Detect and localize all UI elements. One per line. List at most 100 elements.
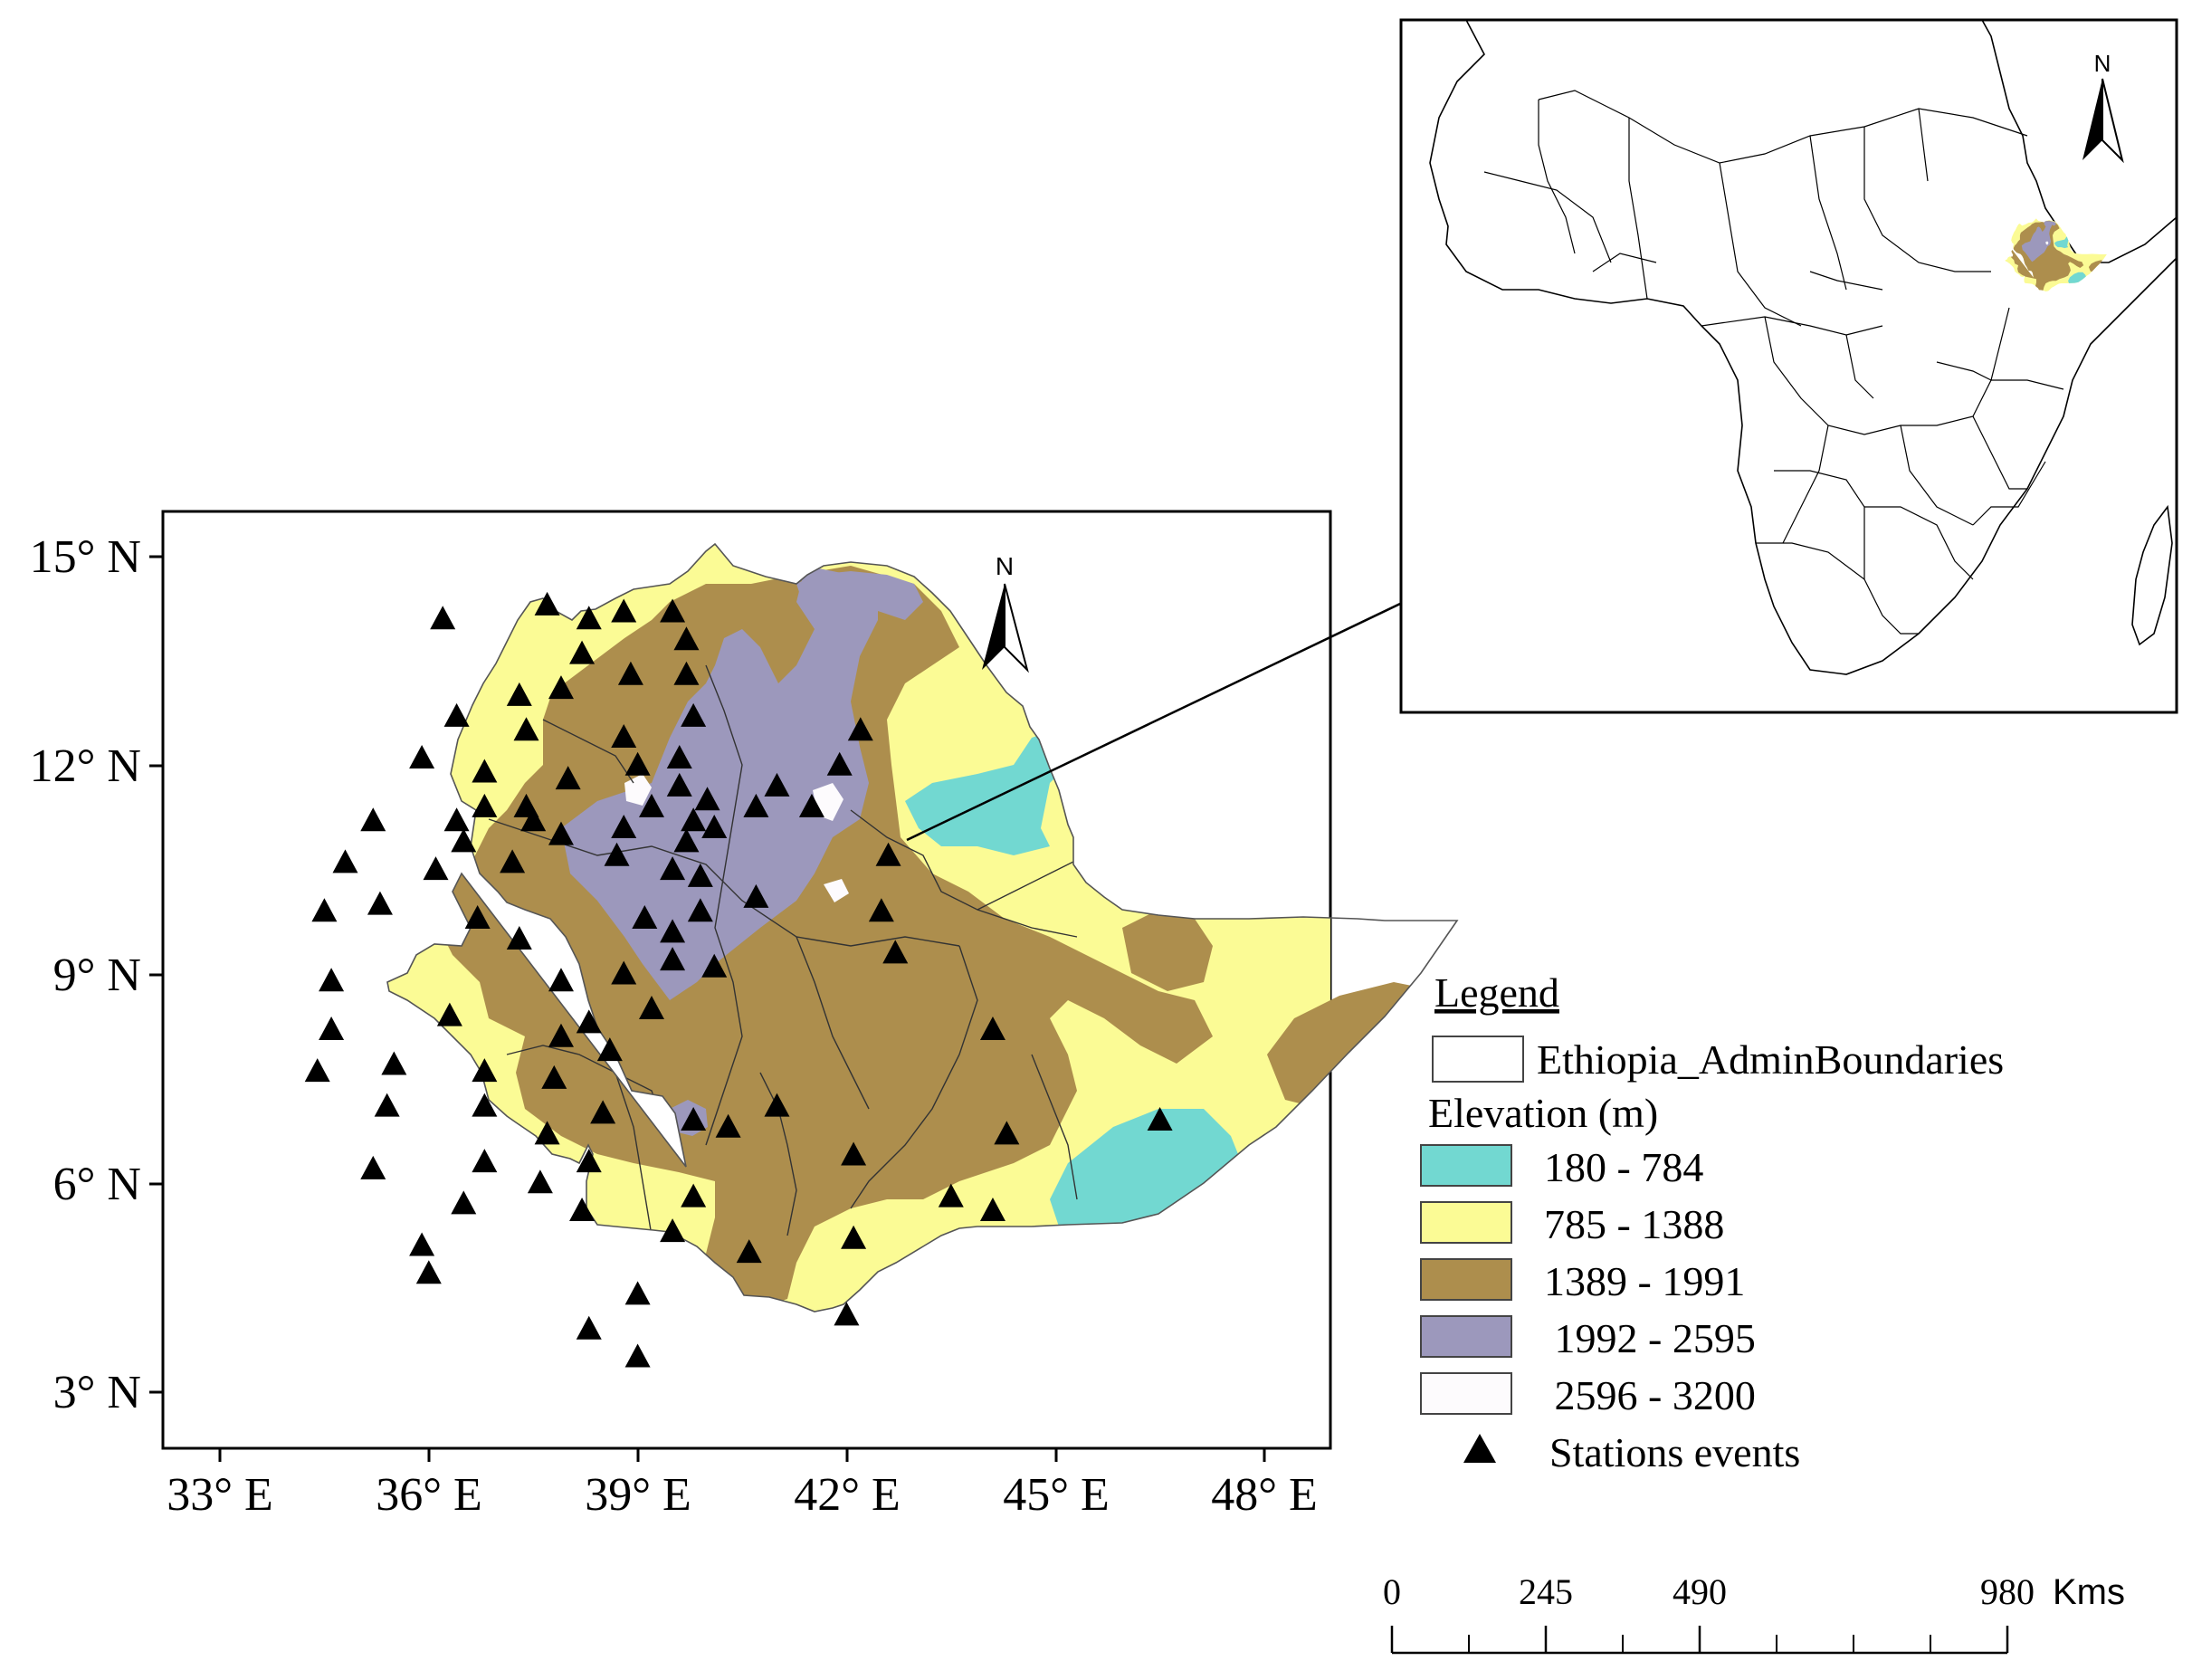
station-triangle-icon xyxy=(660,856,686,881)
station-triangle-icon xyxy=(464,904,491,929)
scale-tick-245: 245 xyxy=(1519,1571,1573,1612)
station-triangle-icon xyxy=(994,1121,1020,1145)
station-triangle-icon xyxy=(534,1121,560,1145)
station-triangle-icon xyxy=(520,807,547,832)
lon-label-42: 42° E xyxy=(794,1469,901,1521)
station-triangle-icon xyxy=(673,828,700,853)
station-triangle-icon xyxy=(834,1302,860,1326)
legend-label-785-1388: 785 - 1388 xyxy=(1544,1201,1724,1247)
elevation-2596-3200-c xyxy=(824,879,849,902)
legend-boundary-label: Ethiopia_AdminBoundaries xyxy=(1537,1036,2004,1083)
station-triangle-icon xyxy=(841,1141,867,1166)
main-north-label: N xyxy=(996,552,1014,580)
station-triangle-icon xyxy=(360,807,386,832)
station-triangle-icon xyxy=(681,1183,707,1208)
madagascar xyxy=(2131,504,2173,646)
legend-boundary-swatch xyxy=(1432,1036,1524,1083)
station-triangle-icon xyxy=(666,772,692,797)
legend: Legend Ethiopia_AdminBoundaries Elevatio… xyxy=(1420,969,2004,1475)
station-triangle-icon xyxy=(381,1051,407,1075)
station-triangle-icon xyxy=(541,1064,567,1089)
station-triangle-icon xyxy=(576,1149,602,1173)
main-map: N xyxy=(161,510,1459,1450)
station-triangle-icon xyxy=(506,682,532,706)
elevation-1389-1991 xyxy=(434,566,1213,1308)
station-triangle-icon xyxy=(624,1343,651,1368)
scale-tick-980: 980 xyxy=(1980,1571,2035,1612)
station-triangle-icon xyxy=(472,1093,498,1117)
legend-swatch-1389-1991 xyxy=(1420,1258,1512,1301)
station-triangle-icon xyxy=(681,702,707,727)
legend-label-180-784: 180 - 784 xyxy=(1544,1144,1703,1190)
station-triangle-icon xyxy=(681,1107,707,1131)
station-triangle-icon xyxy=(660,947,686,971)
station-triangle-icon xyxy=(604,842,630,866)
legend-swatch-180-784 xyxy=(1420,1144,1512,1187)
legend-station-triangle-icon xyxy=(1463,1434,1496,1463)
station-triangle-icon xyxy=(409,1232,435,1256)
ethiopia-outline xyxy=(386,542,1459,1312)
station-triangle-icon xyxy=(673,626,700,651)
station-triangle-icon xyxy=(367,891,393,915)
station-triangle-icon xyxy=(534,591,560,616)
station-triangle-icon xyxy=(764,772,790,797)
lat-axis: 15° N 12° N 9° N 6° N 3° N xyxy=(30,531,163,1418)
station-triangle-icon xyxy=(687,898,713,922)
lon-label-39: 39° E xyxy=(585,1469,691,1521)
station-triangle-icon xyxy=(555,766,581,790)
station-triangle-icon xyxy=(443,807,470,832)
station-triangle-icon xyxy=(590,1100,616,1124)
station-triangle-icon xyxy=(451,828,477,853)
station-triangle-icon xyxy=(617,661,643,685)
lat-label-3: 3° N xyxy=(53,1367,141,1418)
station-triangle-icon xyxy=(673,661,700,685)
elevation-1389-1991-east xyxy=(1122,910,1213,991)
scale-tick-0: 0 xyxy=(1383,1571,1401,1612)
station-triangle-icon xyxy=(638,995,664,1019)
legend-stations-label: Stations events xyxy=(1549,1429,1800,1475)
station-triangle-icon xyxy=(638,793,664,817)
station-triangle-icon xyxy=(979,1198,1005,1222)
station-triangle-icon xyxy=(576,1315,602,1340)
legend-label-2596-3200: 2596 - 3200 xyxy=(1544,1372,1756,1418)
station-triangle-icon xyxy=(660,1218,686,1243)
elevation-1992-2595-north xyxy=(796,571,923,620)
legend-elevation-title: Elevation (m) xyxy=(1428,1090,1658,1136)
station-triangle-icon xyxy=(764,1093,790,1117)
africa-outline xyxy=(1429,19,2178,675)
station-triangle-icon xyxy=(409,745,435,769)
station-triangle-icon xyxy=(701,814,728,838)
lat-label-15: 15° N xyxy=(30,531,141,583)
station-triangle-icon xyxy=(687,863,713,887)
station-triangle-icon xyxy=(715,1113,741,1138)
inset-north-label: N xyxy=(2094,50,2111,77)
lon-label-33: 33° E xyxy=(167,1469,273,1521)
stations-layer xyxy=(304,591,1173,1368)
station-triangle-icon xyxy=(423,856,449,881)
lon-label-45: 45° E xyxy=(1003,1469,1110,1521)
station-triangle-icon xyxy=(868,898,894,922)
station-triangle-icon xyxy=(660,919,686,943)
station-triangle-icon xyxy=(569,1198,596,1222)
lat-label-6: 6° N xyxy=(53,1159,141,1210)
main-north-arrow: N xyxy=(982,552,1029,673)
station-triangle-icon xyxy=(743,793,769,817)
station-triangle-icon xyxy=(311,898,338,922)
station-triangle-icon xyxy=(875,842,901,866)
station-triangle-icon xyxy=(548,1023,574,1047)
station-triangle-icon xyxy=(472,759,498,783)
station-triangle-icon xyxy=(882,940,909,964)
station-triangle-icon xyxy=(472,1058,498,1083)
legend-swatch-1992-2595 xyxy=(1420,1315,1512,1358)
legend-swatch-2596-3200 xyxy=(1420,1372,1512,1415)
inset-map: N xyxy=(1399,18,2178,714)
station-triangle-icon xyxy=(611,598,637,623)
station-triangle-icon xyxy=(681,807,707,832)
station-triangle-icon xyxy=(632,904,658,929)
station-triangle-icon xyxy=(506,926,532,950)
station-triangle-icon xyxy=(611,960,637,985)
inset-frame xyxy=(1399,18,2178,714)
station-triangle-icon xyxy=(436,1002,462,1026)
station-triangle-icon xyxy=(513,717,539,741)
station-triangle-icon xyxy=(624,751,651,776)
